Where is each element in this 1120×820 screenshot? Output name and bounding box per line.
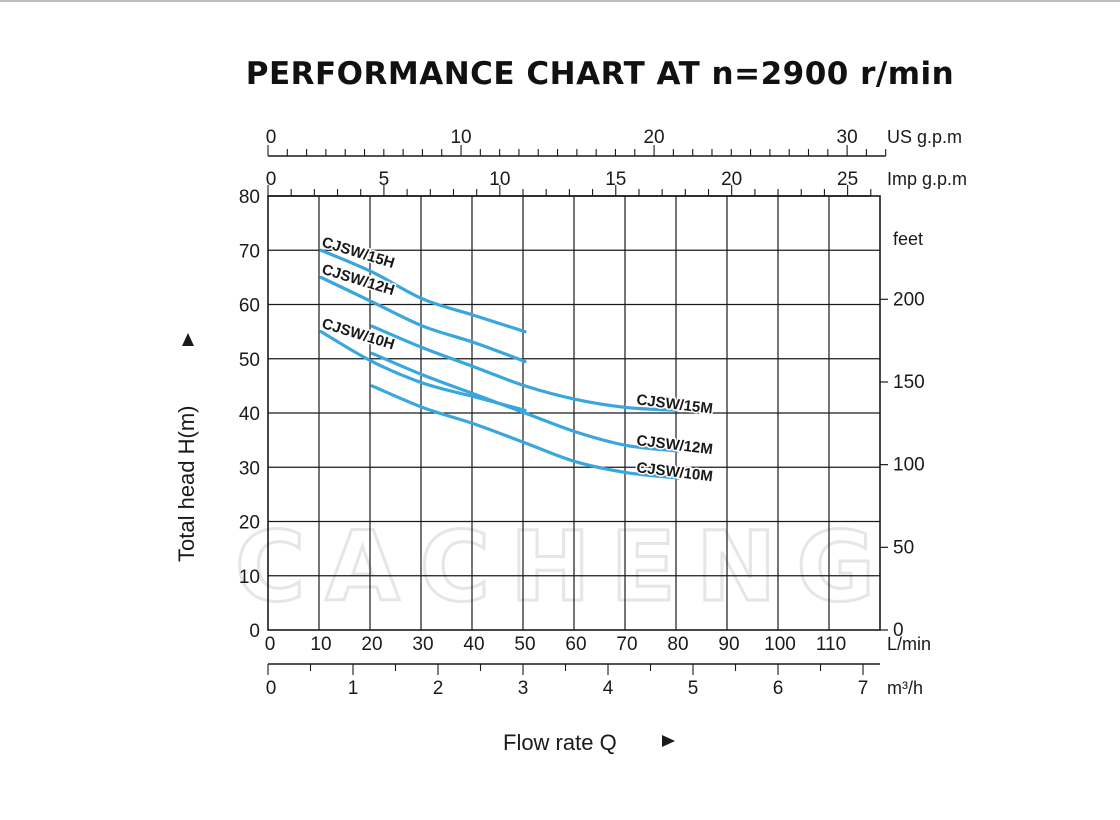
x-axis-title: Flow rate Q — [503, 730, 617, 755]
imp-gpm-unit-label: Imp g.p.m — [887, 169, 967, 189]
y-tick-label: 30 — [239, 458, 260, 479]
imp-gpm-tick-label: 15 — [605, 169, 626, 190]
x-tick-label: 100 — [764, 634, 796, 655]
series-line-cjsw-12h — [319, 275, 527, 364]
series-label-cjsw-12m: CJSW/12M — [636, 432, 714, 458]
series-lines — [319, 248, 680, 480]
x-unit-label: L/min — [887, 634, 931, 654]
x-tick-label: 20 — [361, 634, 382, 655]
feet-tick-label: 100 — [893, 455, 925, 476]
m3h-tick-label: 0 — [266, 678, 277, 699]
series-label-cjsw-15m: CJSW/15M — [636, 391, 714, 417]
x-axis-arrow-icon — [662, 735, 675, 747]
us-gpm-tick-label: 30 — [837, 127, 858, 148]
grid — [267, 195, 881, 631]
watermark-text: CACHENG — [235, 511, 895, 623]
x-tick-label: 10 — [310, 634, 331, 655]
chart-title: PERFORMANCE CHART AT n=2900 r/min — [245, 56, 955, 92]
x-tick-label: 70 — [616, 634, 637, 655]
watermark: CACHENG — [233, 510, 895, 625]
x-tick-label: 40 — [463, 634, 484, 655]
m3h-tick-label: 7 — [858, 678, 869, 699]
m3h-tick-label: 3 — [518, 678, 529, 699]
y-axis-title: Total head H(m) — [174, 405, 199, 562]
m3h-tick-label: 6 — [773, 678, 784, 699]
series-label-cjsw-10h: CJSW/10H — [320, 315, 397, 353]
y-tick-label: 0 — [249, 621, 260, 642]
feet-tick-label: 150 — [893, 372, 925, 393]
imp-gpm-tick-label: 25 — [837, 169, 858, 190]
us-gpm-tick-label: 0 — [266, 127, 277, 148]
feet-tick-label: 200 — [893, 289, 925, 310]
top-divider-line — [0, 0, 1120, 2]
feet-tick-label: 0 — [893, 620, 904, 641]
y-tick-label: 50 — [239, 350, 260, 371]
y-tick-label: 60 — [239, 296, 260, 317]
m3h-tick-label: 5 — [688, 678, 699, 699]
y-axis-arrow-icon — [182, 333, 194, 346]
series-line-cjsw-15h — [319, 248, 527, 334]
m3h-unit-label: m³/h — [887, 678, 923, 698]
x-tick-label: 0 — [265, 634, 276, 655]
x-tick-label: 30 — [412, 634, 433, 655]
series-line-cjsw-15m — [370, 324, 680, 412]
y-tick-label: 40 — [239, 404, 260, 425]
series-line-cjsw-10h — [319, 330, 527, 412]
imp-gpm-tick-label: 5 — [379, 169, 390, 190]
m3h-tick-label: 2 — [433, 678, 444, 699]
series-label-cjsw-10m: CJSW/10M — [636, 459, 714, 485]
us-gpm-unit-label: US g.p.m — [887, 127, 962, 147]
feet-tick-label: 50 — [893, 537, 914, 558]
x-tick-label: 90 — [718, 634, 739, 655]
y-tick-label: 10 — [239, 567, 260, 588]
x-tick-label: 80 — [667, 634, 688, 655]
imp-gpm-tick-label: 20 — [721, 169, 742, 190]
y-tick-label: 70 — [239, 241, 260, 262]
imp-gpm-tick-label: 0 — [266, 169, 277, 190]
x-tick-label: 110 — [816, 634, 846, 655]
us-gpm-tick-label: 20 — [643, 127, 664, 148]
y-tick-label: 80 — [239, 187, 260, 208]
series-line-cjsw-10m — [370, 384, 680, 480]
imp-gpm-tick-label: 10 — [489, 169, 510, 190]
x-tick-label: 60 — [565, 634, 586, 655]
y-tick-label: 20 — [239, 513, 260, 534]
feet-unit-label: feet — [893, 229, 923, 249]
series-line-cjsw-12m — [370, 351, 680, 453]
us-gpm-tick-label: 10 — [450, 127, 471, 148]
m3h-tick-label: 4 — [603, 678, 614, 699]
x-tick-label: 50 — [514, 634, 535, 655]
m3h-tick-label: 1 — [348, 678, 359, 699]
